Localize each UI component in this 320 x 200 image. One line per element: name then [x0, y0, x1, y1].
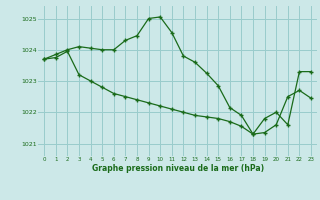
X-axis label: Graphe pression niveau de la mer (hPa): Graphe pression niveau de la mer (hPa): [92, 164, 264, 173]
